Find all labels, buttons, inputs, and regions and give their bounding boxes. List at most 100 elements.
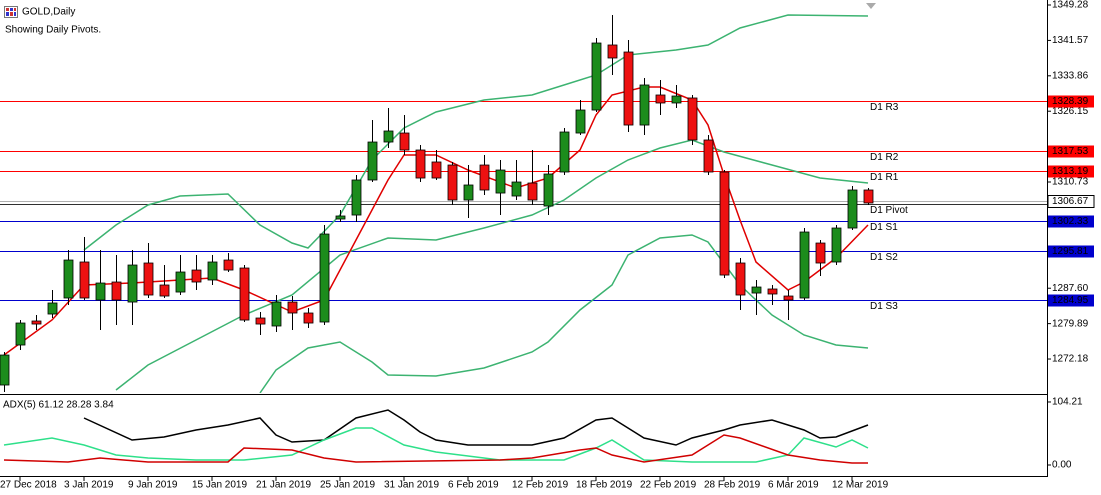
candle-body bbox=[383, 130, 394, 143]
candle-body bbox=[127, 264, 138, 303]
candle-body bbox=[143, 262, 154, 296]
candle-body bbox=[159, 284, 170, 297]
x-tick-label: 27 Dec 2018 bbox=[0, 480, 57, 491]
y-tick-label: 1272.18 bbox=[1052, 354, 1089, 365]
indicator-line bbox=[83, 14, 869, 251]
candle-body bbox=[415, 149, 426, 179]
x-tick-label: 18 Feb 2019 bbox=[576, 480, 633, 491]
candle-body bbox=[799, 231, 810, 299]
candle-body bbox=[559, 131, 570, 173]
chart-title: GOLD,Daily bbox=[22, 7, 75, 18]
pivot-label: D1 R1 bbox=[870, 172, 899, 183]
candle-body bbox=[239, 267, 250, 321]
y-tick-label: 104.21 bbox=[1052, 397, 1083, 408]
y-tick-label: 1326.15 bbox=[1052, 106, 1089, 117]
candle-body bbox=[303, 312, 314, 324]
y-tick-label: 1341.57 bbox=[1052, 35, 1089, 46]
candle-body bbox=[687, 97, 698, 141]
main-panel bbox=[0, 14, 1047, 393]
pivot-label: D1 S2 bbox=[870, 252, 898, 263]
pivot-label: D1 S1 bbox=[870, 222, 898, 233]
indicator-line bbox=[259, 234, 869, 393]
price-box bbox=[1048, 95, 1094, 108]
pivot-label: D1 S3 bbox=[870, 301, 898, 312]
candle-body bbox=[575, 109, 586, 134]
chart-subtitle: Showing Daily Pivots. bbox=[5, 25, 101, 36]
x-tick-label: 9 Jan 2019 bbox=[128, 480, 178, 491]
y-tick-label: 1310.73 bbox=[1052, 177, 1089, 188]
candle-body bbox=[351, 179, 362, 216]
price-box bbox=[1048, 145, 1094, 158]
candle-body bbox=[287, 301, 298, 314]
price-box bbox=[1048, 245, 1094, 258]
candle-body bbox=[511, 181, 522, 197]
candle-body bbox=[95, 282, 106, 301]
pivot-label: D1 R2 bbox=[870, 152, 899, 163]
x-tick-label: 6 Feb 2019 bbox=[448, 480, 499, 491]
price-box-label: 1284.95 bbox=[1052, 295, 1089, 306]
candle-body bbox=[783, 295, 794, 301]
candle-body bbox=[463, 184, 474, 201]
candle-body bbox=[111, 281, 122, 301]
x-tick-label: 31 Jan 2019 bbox=[384, 480, 439, 491]
x-tick-label: 22 Feb 2019 bbox=[640, 480, 697, 491]
candle-body bbox=[639, 84, 650, 126]
candle-body bbox=[79, 261, 90, 299]
price-box-label: 1313.19 bbox=[1052, 166, 1089, 177]
symbol-icon bbox=[4, 6, 18, 18]
price-box bbox=[1048, 215, 1094, 228]
x-tick-label: 6 Mar 2019 bbox=[768, 480, 819, 491]
candle-body bbox=[367, 141, 378, 181]
candle-body bbox=[63, 259, 74, 299]
x-tick-label: 12 Feb 2019 bbox=[512, 480, 569, 491]
x-tick-label: 15 Jan 2019 bbox=[192, 480, 247, 491]
candle-body bbox=[767, 288, 778, 295]
indicator-line bbox=[83, 409, 869, 446]
candle-body bbox=[527, 182, 538, 201]
y-tick-label: 1333.86 bbox=[1052, 70, 1089, 81]
x-tick-label: 25 Jan 2019 bbox=[320, 480, 375, 491]
candle-body bbox=[479, 164, 490, 191]
candle-body bbox=[815, 242, 826, 264]
candle-body bbox=[607, 44, 618, 59]
price-box-label: 1302.33 bbox=[1052, 216, 1089, 227]
indicator-line bbox=[3, 434, 868, 464]
candle-body bbox=[863, 189, 874, 204]
shift-marker bbox=[866, 3, 876, 9]
adx-panel bbox=[3, 409, 869, 464]
price-box-label: 1295.81 bbox=[1052, 246, 1089, 257]
candle-body bbox=[655, 94, 666, 104]
y-tick-label: 1279.89 bbox=[1052, 318, 1089, 329]
candle-body bbox=[751, 286, 762, 294]
candle-body bbox=[671, 95, 682, 104]
candle-body bbox=[831, 227, 842, 263]
candle-body bbox=[335, 215, 346, 220]
candle-body bbox=[15, 322, 26, 346]
y-tick-label: 0.00 bbox=[1052, 460, 1072, 471]
candle-body bbox=[591, 42, 602, 111]
price-box-label: 1317.53 bbox=[1052, 146, 1089, 157]
candle-body bbox=[47, 302, 58, 315]
y-tick-label: 1287.60 bbox=[1052, 283, 1089, 294]
indicator-title: ADX(5) 61.12 28.28 3.84 bbox=[3, 400, 114, 411]
x-tick-label: 12 Mar 2019 bbox=[832, 480, 889, 491]
candle-body bbox=[495, 169, 506, 194]
candle-body bbox=[191, 269, 202, 283]
price-box bbox=[1048, 294, 1094, 307]
pivot-label: D1 Pivot bbox=[870, 205, 908, 216]
candle-body bbox=[271, 301, 282, 327]
pivot-label: D1 R3 bbox=[870, 102, 899, 113]
candle-body bbox=[0, 354, 10, 386]
x-tick-label: 28 Feb 2019 bbox=[704, 480, 761, 491]
candle-body bbox=[431, 161, 442, 179]
price-box-label: 1328.39 bbox=[1052, 96, 1089, 107]
candle-body bbox=[255, 317, 266, 325]
candle-body bbox=[31, 320, 42, 325]
candle-body bbox=[223, 259, 234, 271]
candle-body bbox=[175, 271, 186, 293]
candle-body bbox=[703, 139, 714, 173]
candle-body bbox=[719, 171, 730, 276]
